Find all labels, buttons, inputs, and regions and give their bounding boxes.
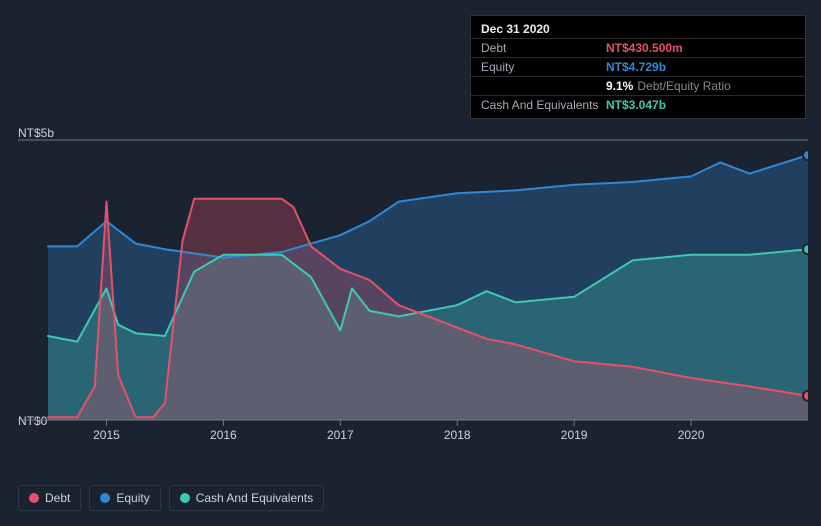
legend-label-cash: Cash And Equivalents	[196, 491, 313, 505]
tooltip-equity-label: Equity	[481, 60, 606, 74]
chart-plot-area[interactable]	[18, 130, 808, 450]
tooltip-debt-value: NT$430.500m	[606, 41, 683, 55]
legend-swatch-cash	[180, 493, 190, 503]
legend-label-equity: Equity	[116, 491, 149, 505]
x-axis-tick-label: 2015	[93, 428, 120, 442]
x-axis-tick-label: 2018	[444, 428, 471, 442]
tooltip-ratio-value: 9.1%	[606, 79, 633, 93]
x-axis-tick-label: 2020	[678, 428, 705, 442]
tooltip-ratio-spacer	[481, 79, 606, 93]
legend-label-debt: Debt	[45, 491, 70, 505]
tooltip-ratio-label: Debt/Equity Ratio	[637, 79, 730, 93]
chart-legend: Debt Equity Cash And Equivalents	[18, 485, 324, 511]
tooltip-date: Dec 31 2020	[481, 22, 550, 36]
legend-swatch-equity	[100, 493, 110, 503]
tooltip-debt-label: Debt	[481, 41, 606, 55]
legend-item-equity[interactable]: Equity	[89, 485, 160, 511]
legend-item-cash[interactable]: Cash And Equivalents	[169, 485, 324, 511]
chart-svg	[18, 130, 808, 450]
x-axis-tick-label: 2019	[561, 428, 588, 442]
legend-swatch-debt	[29, 493, 39, 503]
tooltip-equity-value: NT$4.729b	[606, 60, 666, 74]
x-axis-tick-label: 2016	[210, 428, 237, 442]
data-tooltip: Dec 31 2020 Debt NT$430.500m Equity NT$4…	[470, 15, 806, 119]
legend-item-debt[interactable]: Debt	[18, 485, 81, 511]
x-axis-tick-label: 2017	[327, 428, 354, 442]
tooltip-cash-label: Cash And Equivalents	[481, 98, 606, 112]
tooltip-cash-value: NT$3.047b	[606, 98, 666, 112]
